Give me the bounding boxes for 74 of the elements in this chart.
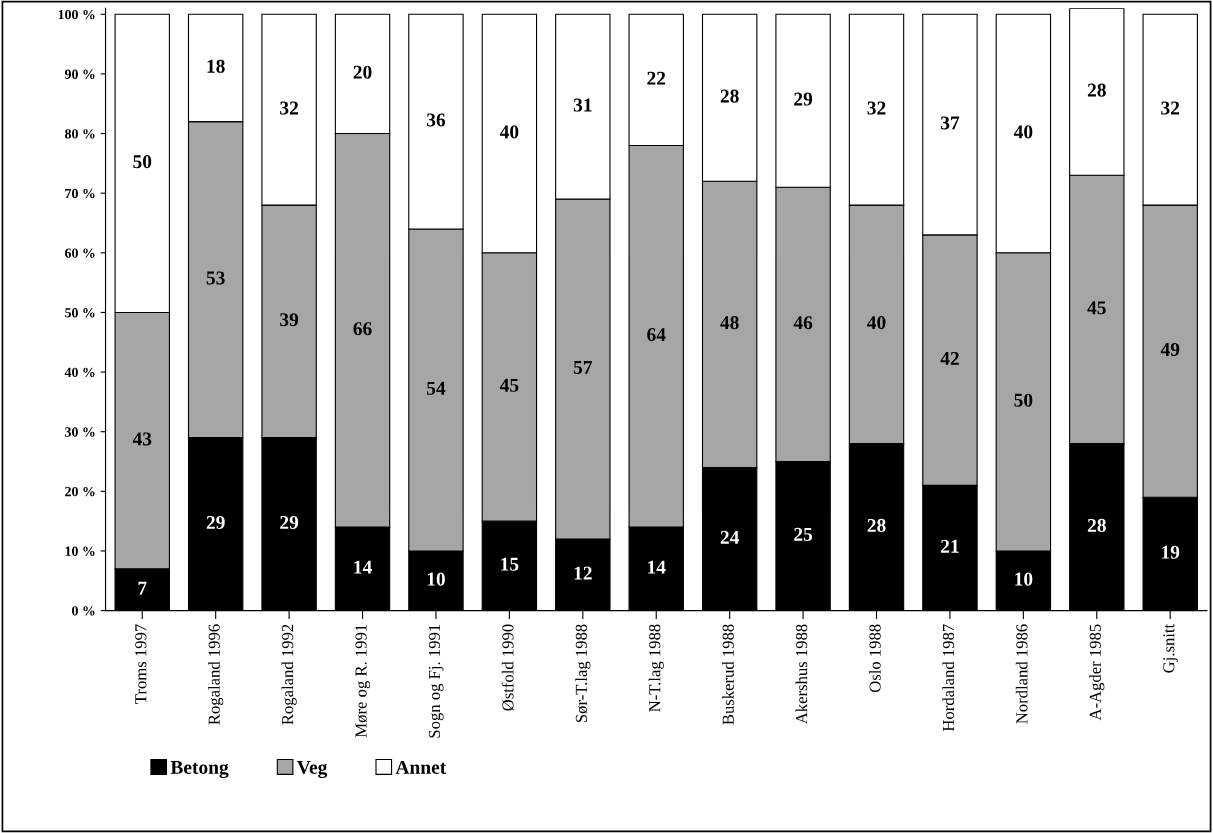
x-tick-label: N-T.lag 1988 (648, 624, 664, 712)
data-label: 31 (573, 98, 592, 112)
x-tick-label: Sør-T.lag 1988 (575, 624, 591, 723)
data-label: 36 (426, 113, 446, 127)
legend-label: Veg (296, 760, 328, 779)
data-label: 14 (648, 560, 666, 574)
y-tick-label: 20 % (65, 486, 95, 497)
data-label: 54 (427, 381, 446, 395)
data-label: 28 (867, 518, 886, 532)
data-label: 29 (206, 515, 225, 529)
x-tick-label: Østfold 1990 (501, 624, 514, 711)
legend-label: Annet (395, 760, 447, 774)
y-tick-label: 70 % (65, 188, 95, 199)
x-tick-label: Akershus 1988 (795, 624, 808, 725)
data-label: 45 (1087, 301, 1106, 315)
y-tick-label: 10 % (65, 546, 95, 556)
y-tick-label: 60 % (65, 248, 95, 258)
x-tick-label: Troms 1997 (135, 624, 147, 704)
data-label: 22 (647, 71, 666, 85)
data-label: 66 (353, 322, 372, 336)
data-label: 57 (573, 361, 593, 374)
data-label: 12 (574, 566, 592, 580)
y-tick-label: 40 % (64, 367, 95, 378)
x-tick-label: Rogaland 1992 (281, 624, 297, 725)
data-label: 7 (138, 581, 147, 595)
data-label: 40 (1013, 125, 1033, 139)
x-tick-label: Hordaland 1987 (942, 624, 955, 732)
x-tick-label: Oslo 1988 (868, 624, 881, 693)
x-tick-label: Nordland 1986 (1015, 624, 1028, 724)
data-label: 29 (280, 515, 299, 529)
x-tick-label: Gj.snitt (1163, 623, 1178, 673)
data-label: 49 (1160, 343, 1180, 357)
legend-label: Betong (170, 760, 229, 779)
data-label: 39 (280, 313, 299, 327)
y-tick-label: 90 % (64, 69, 95, 79)
data-label: 45 (499, 378, 519, 392)
x-tick-label: Rogaland 1996 (208, 624, 224, 725)
data-label: 28 (720, 89, 739, 103)
data-label: 20 (353, 65, 372, 79)
data-label: 37 (940, 116, 960, 130)
y-tick-label: 80 % (65, 129, 95, 139)
data-label: 18 (207, 59, 225, 73)
data-label: 53 (206, 271, 225, 285)
data-label: 40 (499, 125, 519, 139)
x-tick-label: Møre og R. 1991 (355, 624, 371, 738)
data-label: 21 (941, 539, 959, 553)
data-label: 40 (867, 316, 886, 330)
data-label: 28 (1087, 83, 1106, 97)
data-label: 25 (794, 527, 813, 541)
data-label: 19 (1162, 545, 1180, 559)
x-tick-label: Sogn og Fj. 1991 (428, 624, 444, 738)
y-tick-label: 100 % (58, 9, 95, 20)
data-label: 46 (793, 316, 813, 330)
data-label: 32 (867, 101, 886, 115)
y-tick-label: 50 % (65, 308, 95, 318)
data-label: 50 (133, 155, 152, 169)
data-label: 43 (132, 432, 152, 446)
data-label: 32 (1161, 101, 1180, 115)
data-label: 14 (354, 560, 372, 574)
x-tick-label: A-Agder 1985 (1089, 624, 1105, 721)
data-label: 28 (1087, 518, 1106, 532)
data-label: 48 (720, 316, 739, 330)
data-label: 10 (427, 572, 445, 586)
data-label: 10 (1015, 572, 1033, 586)
data-label: 42 (940, 351, 959, 365)
data-label: 50 (1014, 393, 1033, 407)
data-label: 64 (647, 328, 666, 342)
data-label: 15 (501, 557, 519, 571)
data-label: 24 (720, 530, 740, 544)
x-tick-label: Buskerud 1988 (722, 624, 734, 725)
y-tick-label: 30 % (65, 427, 95, 437)
y-tick-label: 0 % (72, 606, 95, 616)
data-label: 29 (794, 92, 813, 106)
data-label: 32 (280, 101, 298, 115)
